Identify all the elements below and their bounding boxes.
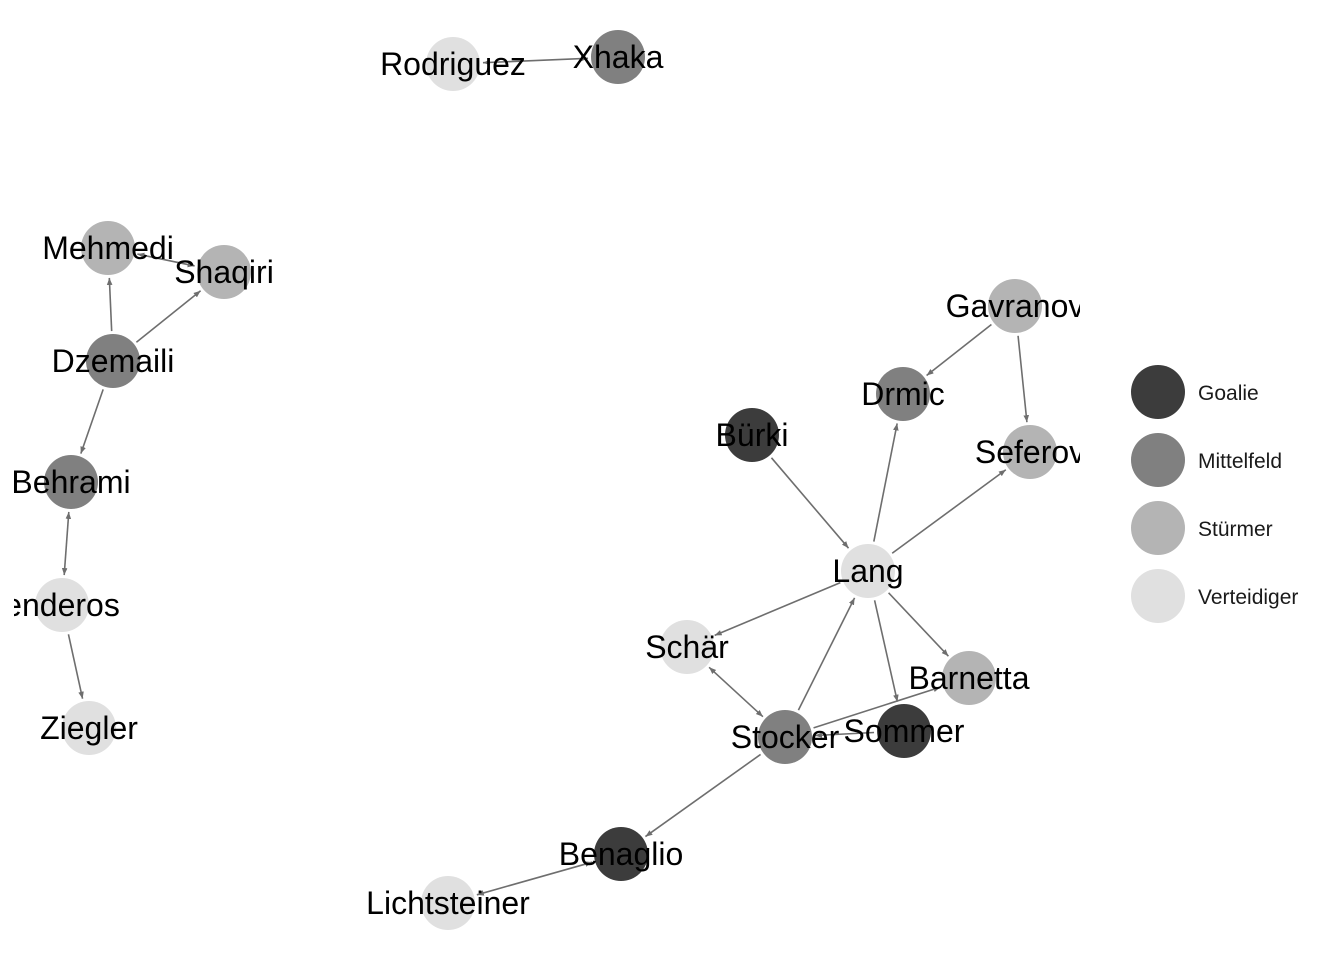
node-lichtsteiner: Lichtsteiner bbox=[366, 876, 530, 930]
node-drmic: Drmic bbox=[861, 367, 945, 421]
node-seferovic: Seferov bbox=[975, 425, 1085, 479]
node-barnetta: Barnetta bbox=[909, 651, 1030, 705]
edge-lang-seferovic bbox=[891, 469, 1007, 554]
node-circle-dzemaili bbox=[86, 334, 140, 388]
edge-lichtsteiner-benaglio bbox=[476, 861, 593, 896]
legend-label: Verteidiger bbox=[1198, 586, 1298, 609]
edge-rodriguez-xhaka bbox=[482, 55, 589, 66]
legend-swatch bbox=[1131, 501, 1185, 555]
edge-dzemaili-shaqiri bbox=[135, 290, 202, 343]
node-label-seferovic: Seferov bbox=[975, 434, 1085, 470]
node-circle-gavranovic bbox=[988, 279, 1042, 333]
node-behrami: Behrami bbox=[11, 455, 131, 509]
node-circle-schaer bbox=[660, 620, 714, 674]
node-circle-barnetta bbox=[942, 651, 996, 705]
edge-behrami-djourou bbox=[61, 511, 72, 576]
legend-swatch bbox=[1131, 365, 1185, 419]
edge-gavranovic-seferovic bbox=[1017, 335, 1030, 423]
edge-mehmedi-shaqiri bbox=[137, 252, 195, 268]
node-label-stocker: Stocker bbox=[731, 719, 840, 755]
edge-lang-barnetta bbox=[888, 592, 949, 657]
node-gavranovic: Gavranov bbox=[946, 279, 1085, 333]
node-label-xhaka: Xhaka bbox=[573, 39, 664, 75]
node-label-drmic: Drmic bbox=[861, 376, 945, 412]
node-label-dzemaili: Dzemaili bbox=[52, 343, 175, 379]
legend-label: Goalie bbox=[1198, 382, 1259, 405]
legend-swatch bbox=[1131, 569, 1185, 623]
node-circle-xhaka bbox=[591, 30, 645, 84]
edge-dzemaili-behrami bbox=[80, 389, 104, 454]
node-label-shaqiri: Shaqiri bbox=[174, 254, 274, 290]
node-label-behrami: Behrami bbox=[11, 464, 130, 500]
node-circle-rodriguez bbox=[426, 37, 480, 91]
node-circle-behrami bbox=[44, 455, 98, 509]
node-label-sommer: Sommer bbox=[844, 713, 965, 749]
edge-stocker-barnetta bbox=[813, 686, 941, 729]
node-circle-drmic bbox=[876, 367, 930, 421]
node-label-gavranovic: Gavranov bbox=[946, 288, 1085, 324]
node-shaqiri: Shaqiri bbox=[174, 245, 274, 299]
edge-gavranovic-drmic bbox=[926, 323, 992, 377]
node-circle-benaglio bbox=[594, 827, 648, 881]
node-buerki: Bürki bbox=[716, 408, 789, 462]
node-circle-sommer bbox=[877, 704, 931, 758]
edge-sommer-stocker bbox=[814, 731, 875, 738]
node-benaglio: Benaglio bbox=[559, 827, 684, 881]
node-circle-stocker bbox=[758, 710, 812, 764]
node-circle-lichtsteiner bbox=[421, 876, 475, 930]
node-label-schaer: Schär bbox=[645, 629, 729, 665]
node-xhaka: Xhaka bbox=[573, 30, 664, 84]
node-dzemaili: Dzemaili bbox=[52, 334, 175, 388]
node-circle-seferovic bbox=[1003, 425, 1057, 479]
node-ziegler: Ziegler bbox=[40, 701, 138, 755]
node-label-rodriguez: Rodriguez bbox=[380, 46, 526, 82]
node-sommer: Sommer bbox=[844, 704, 965, 758]
node-mehmedi: Mehmedi bbox=[42, 221, 174, 275]
node-circle-djourou bbox=[35, 578, 89, 632]
legend-swatch bbox=[1131, 433, 1185, 487]
legend-item-mittelfeld: Mittelfeld bbox=[1131, 433, 1282, 487]
edge-djourou-ziegler bbox=[67, 634, 84, 699]
edge-lang-schaer bbox=[714, 581, 841, 637]
node-label-mehmedi: Mehmedi bbox=[42, 230, 174, 266]
node-label-ziegler: Ziegler bbox=[40, 710, 138, 746]
node-label-lichtsteiner: Lichtsteiner bbox=[366, 885, 530, 921]
edge-stocker-lang bbox=[797, 597, 856, 711]
legend-label: Stürmer bbox=[1198, 518, 1273, 541]
node-label-buerki: Bürki bbox=[716, 417, 789, 453]
node-schaer: Schär bbox=[645, 620, 729, 674]
edge-dzemaili-mehmedi bbox=[106, 277, 113, 332]
node-lang: Lang bbox=[832, 544, 904, 598]
edge-schaer-stocker bbox=[708, 666, 764, 718]
edge-layer bbox=[61, 55, 1030, 896]
edge-buerki-lang bbox=[770, 457, 850, 549]
node-djourou: enderos bbox=[4, 578, 120, 632]
node-circle-ziegler bbox=[62, 701, 116, 755]
node-rodriguez: Rodriguez bbox=[380, 37, 526, 91]
legend-item-stürmer: Stürmer bbox=[1131, 501, 1273, 555]
node-circle-shaqiri bbox=[197, 245, 251, 299]
node-stocker: Stocker bbox=[731, 710, 840, 764]
edge-lang-drmic bbox=[873, 423, 899, 542]
node-label-lang: Lang bbox=[832, 553, 903, 589]
edge-stocker-benaglio bbox=[644, 753, 762, 838]
legend-item-goalie: Goalie bbox=[1131, 365, 1259, 419]
node-label-benaglio: Benaglio bbox=[559, 836, 684, 872]
legend-label: Mittelfeld bbox=[1198, 450, 1282, 473]
legend: Goalie Mittelfeld Stürmer Verteidiger bbox=[1131, 365, 1298, 623]
node-label-barnetta: Barnetta bbox=[909, 660, 1030, 696]
legend-item-verteidiger: Verteidiger bbox=[1131, 569, 1298, 623]
node-circle-mehmedi bbox=[81, 221, 135, 275]
node-label-djourou: enderos bbox=[4, 587, 120, 623]
node-circle-buerki bbox=[725, 408, 779, 462]
edge-lang-sommer bbox=[873, 600, 899, 702]
node-circle-lang bbox=[841, 544, 895, 598]
